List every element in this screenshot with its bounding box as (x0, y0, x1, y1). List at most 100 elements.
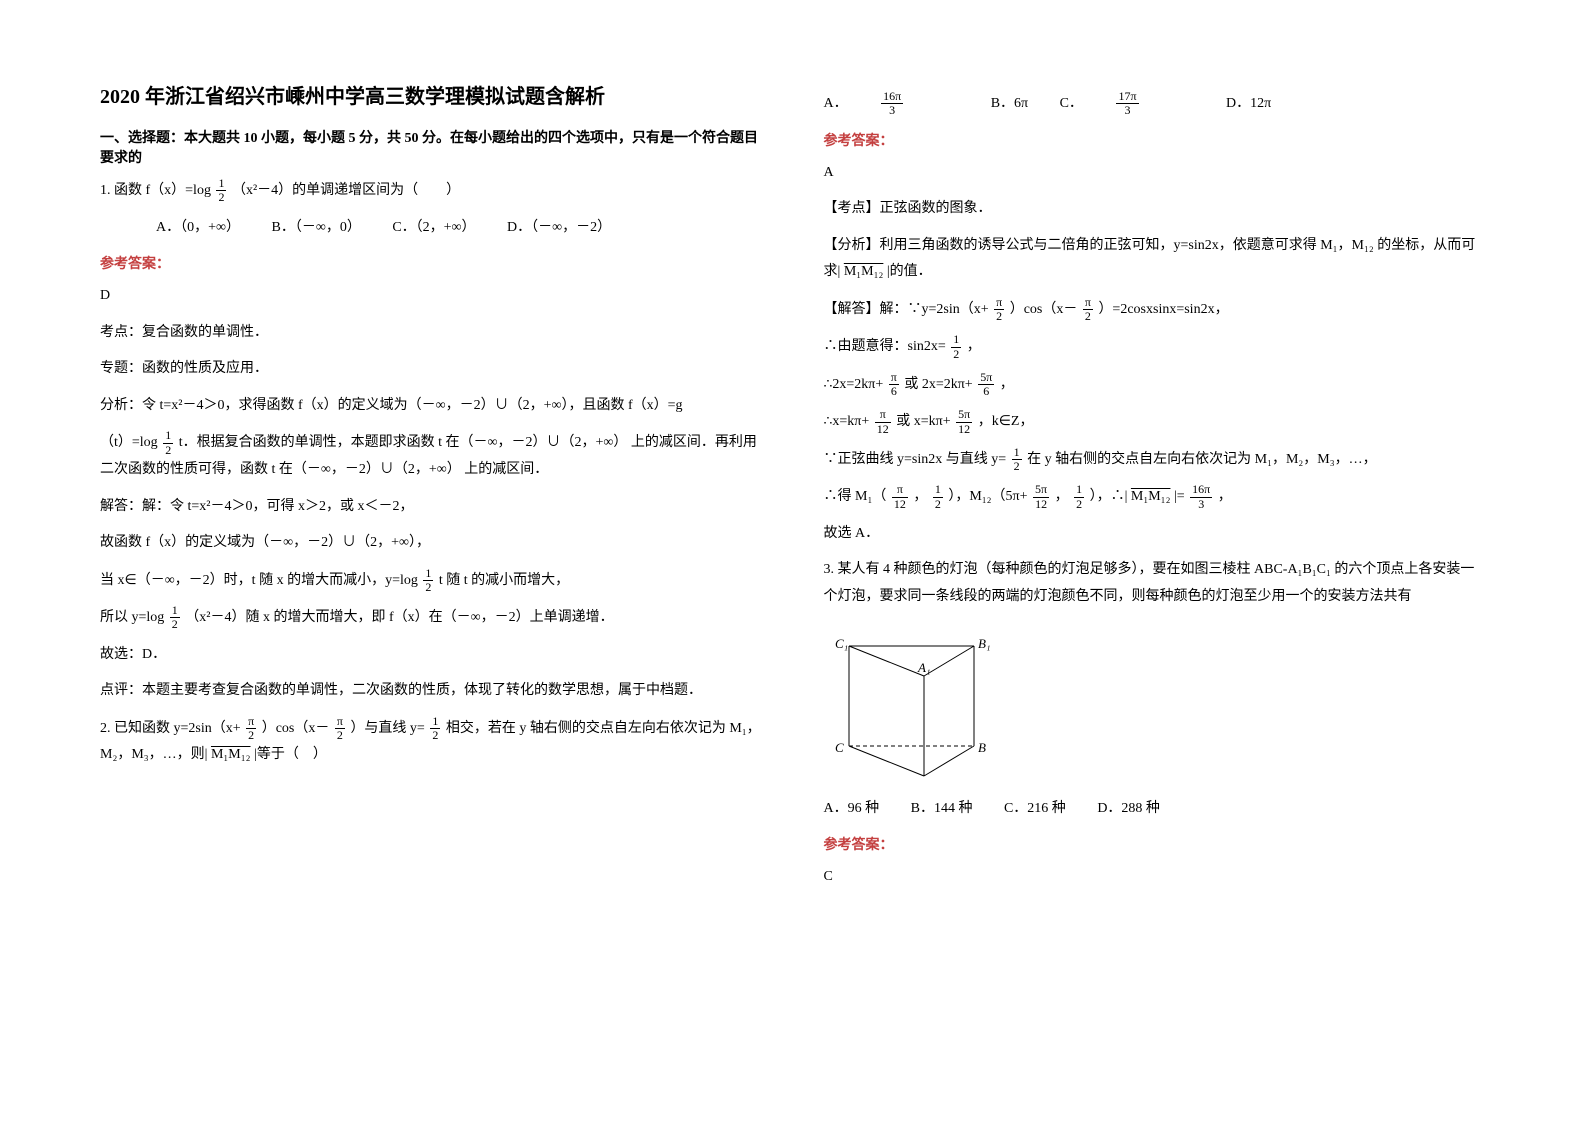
frac-den: 2 (933, 498, 943, 511)
q3-opt-c: C．216 种 (1004, 801, 1066, 816)
frac-den: 2 (163, 444, 173, 457)
vector-m1m12: M₁M₁₂ (211, 747, 251, 762)
frac-16pi3: 16π3 (1190, 483, 1212, 510)
q2-s5-a: ∵正弦曲线 y=sin2x 与直线 y= (824, 452, 1007, 467)
q2-s3-b: 或 2x=2kπ+ (904, 377, 972, 392)
frac-pi2: π2 (994, 296, 1004, 323)
q2-s1-b: ）cos（x－ (1010, 302, 1078, 317)
frac-pi2: π2 (246, 715, 256, 742)
q2-s2-b: ， (967, 339, 981, 354)
frac-num: 1 (1012, 446, 1022, 460)
frac-den: 2 (951, 348, 961, 361)
q3-opt-b: B．144 种 (911, 801, 973, 816)
q1-fx2-b: t．根据复合函数的单调性，本题即求函数 t 在（－∞，－2）∪（2，+∞） 上的… (100, 435, 757, 477)
q2-s7: 故选 A． (824, 521, 1488, 548)
frac-num: 1 (423, 567, 433, 581)
frac-17pi3: 17π3 (1116, 90, 1166, 117)
frac-den: 6 (889, 385, 899, 398)
frac-half: 12 (951, 333, 961, 360)
frac-den: 2 (994, 310, 1004, 323)
answer-label: 参考答案： (100, 253, 764, 273)
q2-stem-c: ）与直线 y= (350, 721, 424, 736)
frac-num: 1 (216, 177, 226, 191)
frac-den: 2 (1083, 310, 1093, 323)
frac-half: 12 (933, 483, 943, 510)
q2-s1-c: ）=2cosxsinx=sin2x， (1098, 302, 1228, 317)
frac-num: 16π (881, 90, 903, 104)
frac-half: 12 (1012, 446, 1022, 473)
frac-den: 12 (956, 423, 972, 436)
frac-num: π (892, 483, 908, 497)
frac-den: 2 (170, 618, 180, 631)
q2-s1-a: 【解答】解：∵y=2sin（x+ (824, 302, 989, 317)
q2-opt-a: A． 16π3 (824, 96, 963, 111)
frac-5pi12: 5π12 (956, 408, 972, 435)
q2-stem: 2. 已知函数 y=2sin（x+ π2 ）cos（x－ π2 ）与直线 y= … (100, 715, 764, 769)
frac-den: 12 (892, 498, 908, 511)
q3-options: A．96 种 B．144 种 C．216 种 D．288 种 (824, 796, 1488, 823)
q3-prism-diagram: C₁B₁A₁CB (824, 621, 1488, 786)
q1-jd3: 当 x∈（－∞，－2）时，t 随 x 的增大而减小，y=log 1 2 t 随 … (100, 567, 764, 595)
q2-s5: ∵正弦曲线 y=sin2x 与直线 y= 12 在 y 轴右侧的交点自左向右依次… (824, 446, 1488, 474)
frac-den: 3 (1116, 104, 1138, 117)
q1-jd1: 解答：解：令 t=x²－4＞0，可得 x＞2，或 x＜－2， (100, 494, 764, 521)
q2-opt-c: C． 17π3 (1060, 96, 1198, 111)
q1-kd: 考点：复合函数的单调性． (100, 320, 764, 347)
frac-den: 2 (246, 729, 256, 742)
q2-s4: ∴x=kπ+ π12 或 x=kπ+ 5π12 ，k∈Z， (824, 408, 1488, 436)
frac-den: 2 (1074, 498, 1084, 511)
q1-opt-b: B．（－∞，0） (272, 220, 361, 235)
q1-answer: D (100, 283, 764, 310)
q1-stem-a: 1. 函数 f（x）=log (100, 183, 214, 198)
svg-text:A₁: A₁ (917, 660, 930, 675)
q2-s2: ∴由题意得：sin2x= 12 ， (824, 333, 1488, 361)
frac-num: π (875, 408, 891, 422)
svg-text:B: B (978, 740, 986, 755)
q2-stem-e: |等于（ ） (254, 747, 327, 762)
q2-s6-e: ），∴| (1090, 489, 1131, 504)
q1-options: A．（0，+∞） B．（－∞，0） C．（2，+∞） D．（－∞，－2） (100, 215, 764, 242)
frac-den: 2 (1012, 460, 1022, 473)
frac-num: 1 (951, 333, 961, 347)
frac-half: 1 2 (216, 177, 226, 204)
frac-half: 1 2 (163, 429, 173, 456)
q3-answer: C (824, 864, 1488, 891)
q2-kd: 【考点】正弦函数的图象． (824, 196, 1488, 223)
q2-opt-d: D．12π (1226, 96, 1271, 111)
vector-m1m12: M₁M₁₂ (1131, 489, 1171, 504)
frac-num: 1 (1074, 483, 1084, 497)
q1-opt-a: A．（0，+∞） (156, 220, 240, 235)
frac-pi12: π12 (875, 408, 891, 435)
svg-text:C: C (835, 740, 844, 755)
q2-s6-d: ， (1055, 489, 1069, 504)
frac-pi12: π12 (892, 483, 908, 510)
q1-fx2: （t）=log 1 2 t．根据复合函数的单调性，本题即求函数 t 在（－∞，－… (100, 429, 764, 483)
q2-s1: 【解答】解：∵y=2sin（x+ π2 ）cos（x－ π2 ）=2cosxsi… (824, 296, 1488, 324)
q2-opt-a-pre: A． (824, 96, 848, 111)
q2-s4-c: ，k∈Z， (978, 414, 1034, 429)
frac-den: 2 (335, 729, 345, 742)
frac-num: π (335, 715, 345, 729)
answer-label: 参考答案： (824, 834, 1488, 854)
q1-jd3-a: 当 x∈（－∞，－2）时，t 随 x 的增大而减小，y=log (100, 573, 421, 588)
q2-s4-a: ∴x=kπ+ (824, 414, 870, 429)
q1-jd4-a: 所以 y=log (100, 610, 168, 625)
q1-jd5: 故选：D． (100, 642, 764, 669)
frac-num: 1 (170, 604, 180, 618)
frac-den: 12 (875, 423, 891, 436)
q1-fx2-a: （t）=log (100, 435, 161, 450)
frac-half: 12 (1074, 483, 1084, 510)
q2-s2-a: ∴由题意得：sin2x= (824, 339, 946, 354)
section-heading: 一、选择题：本大题共 10 小题，每小题 5 分，共 50 分。在每小题给出的四… (100, 127, 764, 167)
frac-5pi12: 5π12 (1033, 483, 1049, 510)
svg-text:C₁: C₁ (835, 636, 848, 651)
q2-stem-b: ）cos（x－ (262, 721, 330, 736)
q2-s6-a: ∴得 M₁（ (824, 489, 887, 504)
answer-label: 参考答案： (824, 130, 1488, 150)
q1-jd3-b: t 随 t 的减小而增大， (439, 573, 569, 588)
q1-jd2: 故函数 f（x）的定义域为（－∞，－2）∪（2，+∞）， (100, 530, 764, 557)
q2-opt-c-pre: C． (1060, 96, 1083, 111)
q3-opt-d: D．288 种 (1097, 801, 1160, 816)
q2-s6-f: |= (1174, 489, 1188, 504)
q1-stem: 1. 函数 f（x）=log 1 2 （x²－4）的单调递增区间为（ ） (100, 177, 764, 205)
